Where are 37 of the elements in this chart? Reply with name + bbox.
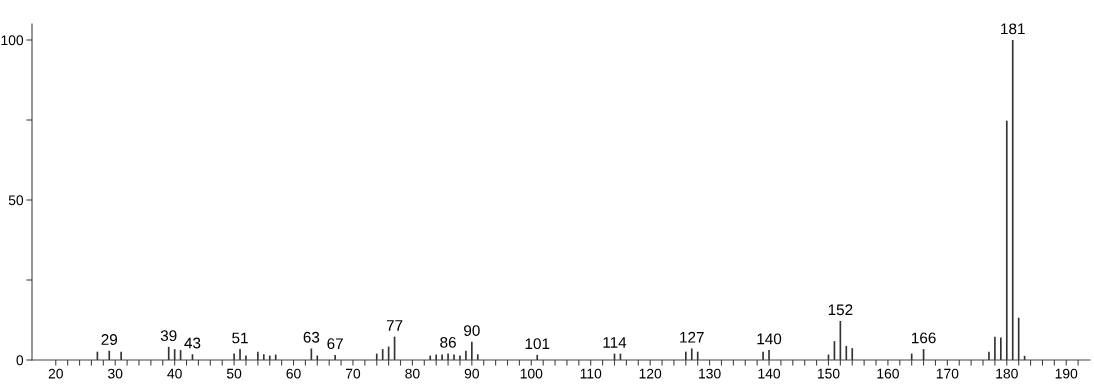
x-tick-label: 60 bbox=[286, 368, 301, 379]
annotation: 29 bbox=[101, 334, 118, 345]
annotation: 127 bbox=[680, 331, 704, 343]
annotation: 90 bbox=[464, 325, 480, 336]
x-tick-label: 130 bbox=[699, 368, 721, 379]
annotation: 67 bbox=[327, 338, 343, 350]
x-tick-label: 70 bbox=[345, 368, 361, 379]
x-tick-label: 140 bbox=[758, 368, 781, 379]
x-tick-label: 170 bbox=[936, 368, 959, 379]
annotation: 140 bbox=[757, 333, 782, 345]
x-tick-label: 50 bbox=[226, 368, 242, 379]
annotation: 101 bbox=[525, 338, 550, 350]
y-tick-label: 100 bbox=[1, 35, 24, 46]
x-tick-label: 160 bbox=[877, 368, 899, 379]
annotation: 152 bbox=[828, 304, 853, 316]
annotation: 63 bbox=[303, 331, 320, 343]
y-tick-label: 0 bbox=[16, 355, 24, 366]
annotation: 51 bbox=[232, 332, 248, 344]
x-tick-label: 120 bbox=[639, 368, 662, 379]
x-tick-label: 110 bbox=[580, 368, 602, 379]
annotation: 86 bbox=[440, 336, 456, 348]
x-tick-label: 150 bbox=[817, 368, 840, 379]
x-tick-label: 40 bbox=[167, 368, 182, 379]
annotation: 181 bbox=[1001, 23, 1025, 35]
annotation: 77 bbox=[386, 320, 403, 331]
annotation: 166 bbox=[911, 332, 936, 344]
x-tick-label: 90 bbox=[464, 368, 480, 379]
x-tick-label: 190 bbox=[1055, 368, 1078, 379]
x-tick-label: 30 bbox=[108, 368, 123, 379]
x-tick-label: 100 bbox=[520, 368, 543, 379]
annotation: 43 bbox=[184, 337, 201, 349]
x-tick-label: 20 bbox=[48, 368, 63, 379]
annotation: 39 bbox=[160, 330, 177, 342]
x-tick-label: 180 bbox=[996, 368, 1018, 379]
y-tick-label: 50 bbox=[8, 195, 24, 206]
x-tick-label: 80 bbox=[405, 368, 420, 379]
annotation: 114 bbox=[603, 337, 627, 348]
